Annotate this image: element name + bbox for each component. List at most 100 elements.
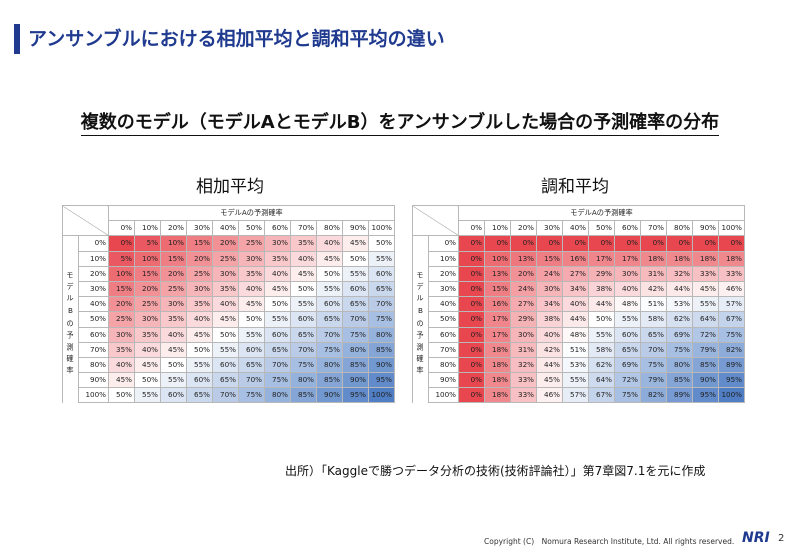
- value-cell: 75%: [316, 341, 343, 358]
- value-cell: 50%: [238, 311, 265, 328]
- value-cell: 95%: [342, 387, 369, 404]
- row-label: 40%: [428, 296, 459, 313]
- value-cell: 80%: [264, 387, 291, 404]
- value-cell: 31%: [510, 341, 537, 358]
- value-cell: 40%: [290, 250, 317, 267]
- value-cell: 25%: [160, 280, 187, 298]
- value-cell: 20%: [134, 280, 161, 298]
- row-label: 20%: [78, 265, 109, 282]
- value-cell: 95%: [718, 372, 745, 389]
- value-cell: 55%: [562, 372, 589, 389]
- value-cell: 70%: [342, 311, 369, 328]
- value-cell: 10%: [160, 235, 187, 252]
- value-cell: 34%: [562, 280, 589, 298]
- value-cell: 29%: [588, 265, 615, 282]
- column-label: 50%: [238, 220, 265, 237]
- value-cell: 17%: [484, 326, 511, 343]
- value-cell: 13%: [510, 250, 537, 267]
- value-cell: 75%: [290, 356, 317, 374]
- value-cell: 60%: [316, 296, 343, 313]
- value-cell: 25%: [212, 250, 239, 267]
- table-row: モデルBの予測確率 0% 0% 5% 10% 15% 20% 25% 30% 35% 40% 45% 5…: [62, 235, 395, 403]
- value-cell: 0%: [510, 235, 537, 252]
- value-cell: 57%: [718, 296, 745, 313]
- table-row: 90% 0% 18% 33% 45% 55% 64% 72% 79% 85% 90% 95%: [413, 372, 745, 389]
- column-label: 90%: [342, 220, 369, 237]
- value-cell: 60%: [368, 265, 395, 282]
- column-label: 90%: [692, 220, 719, 237]
- value-cell: 85%: [316, 372, 343, 389]
- column-label: 10%: [134, 220, 161, 237]
- value-cell: 60%: [186, 372, 213, 389]
- value-cell: 0%: [588, 235, 615, 252]
- value-cell: 69%: [666, 326, 693, 343]
- harmonic-mean-table: モデルAの予測確率 0% 10% 20% 30% 40% 50% 60% 70% 80% 90% 10…: [412, 204, 745, 404]
- value-cell: 80%: [342, 341, 369, 358]
- value-cell: 35%: [212, 280, 239, 298]
- value-cell: 40%: [160, 326, 187, 343]
- value-cell: 55%: [134, 387, 161, 404]
- value-cell: 16%: [484, 296, 511, 313]
- value-cell: 45%: [212, 311, 239, 328]
- table-row: 30% 0% 15% 24% 30% 34% 38% 40% 42% 44% 45% 46%: [413, 280, 745, 298]
- column-label: 50%: [588, 220, 615, 237]
- value-cell: 50%: [290, 280, 317, 298]
- value-cell: 34%: [536, 296, 563, 313]
- value-cell: 40%: [562, 296, 589, 313]
- value-cell: 0%: [692, 235, 719, 252]
- value-cell: 53%: [666, 296, 693, 313]
- value-cell: 55%: [238, 326, 265, 343]
- value-cell: 16%: [562, 250, 589, 267]
- column-label: 30%: [186, 220, 213, 237]
- value-cell: 95%: [368, 372, 395, 389]
- value-cell: 15%: [484, 280, 511, 298]
- value-cell: 45%: [238, 296, 265, 313]
- row-label: 60%: [428, 326, 459, 343]
- value-cell: 65%: [614, 341, 641, 358]
- value-cell: 85%: [666, 372, 693, 389]
- row-label: 30%: [428, 280, 459, 298]
- value-cell: 30%: [160, 296, 187, 313]
- value-cell: 75%: [342, 326, 369, 343]
- value-cell: 45%: [264, 280, 291, 298]
- value-cell: 0%: [458, 341, 485, 358]
- value-cell: 40%: [108, 356, 135, 374]
- row-label: 50%: [78, 311, 109, 328]
- value-cell: 40%: [614, 280, 641, 298]
- left-table-caption: 相加平均: [196, 177, 264, 197]
- value-cell: 27%: [562, 265, 589, 282]
- value-cell: 20%: [186, 250, 213, 267]
- value-cell: 30%: [238, 250, 265, 267]
- value-cell: 70%: [212, 387, 239, 404]
- value-cell: 50%: [264, 296, 291, 313]
- value-cell: 35%: [238, 265, 265, 282]
- value-cell: 82%: [718, 341, 745, 358]
- value-cell: 30%: [614, 265, 641, 282]
- value-cell: 44%: [562, 311, 589, 328]
- value-cell: 55%: [614, 311, 641, 328]
- column-label: 60%: [614, 220, 641, 237]
- value-cell: 0%: [640, 235, 667, 252]
- value-cell: 100%: [718, 387, 745, 404]
- value-cell: 5%: [108, 250, 135, 267]
- table-row: 50% 0% 17% 29% 38% 44% 50% 55% 58% 62% 64% 67%: [413, 311, 745, 328]
- row-label: 40%: [78, 296, 109, 313]
- value-cell: 33%: [692, 265, 719, 282]
- value-cell: 0%: [718, 235, 745, 252]
- value-cell: 15%: [108, 280, 135, 298]
- right-table-caption: 調和平均: [541, 177, 609, 197]
- value-cell: 25%: [134, 296, 161, 313]
- value-cell: 70%: [290, 341, 317, 358]
- value-cell: 90%: [692, 372, 719, 389]
- column-label: 40%: [562, 220, 589, 237]
- column-label: 100%: [718, 220, 745, 237]
- value-cell: 20%: [160, 265, 187, 282]
- value-cell: 75%: [238, 387, 265, 404]
- value-cell: 18%: [484, 372, 511, 389]
- table-row: 70% 35% 40% 45% 50% 55% 60% 65% 70% 75% 80% 85%: [63, 341, 395, 358]
- table-row: 10% 0% 10% 13% 15% 16% 17% 17% 18% 18% 18% 18%: [413, 250, 745, 267]
- title-accent-bar: [14, 24, 20, 54]
- value-cell: 40%: [134, 341, 161, 358]
- value-cell: 50%: [342, 250, 369, 267]
- value-cell: 45%: [186, 326, 213, 343]
